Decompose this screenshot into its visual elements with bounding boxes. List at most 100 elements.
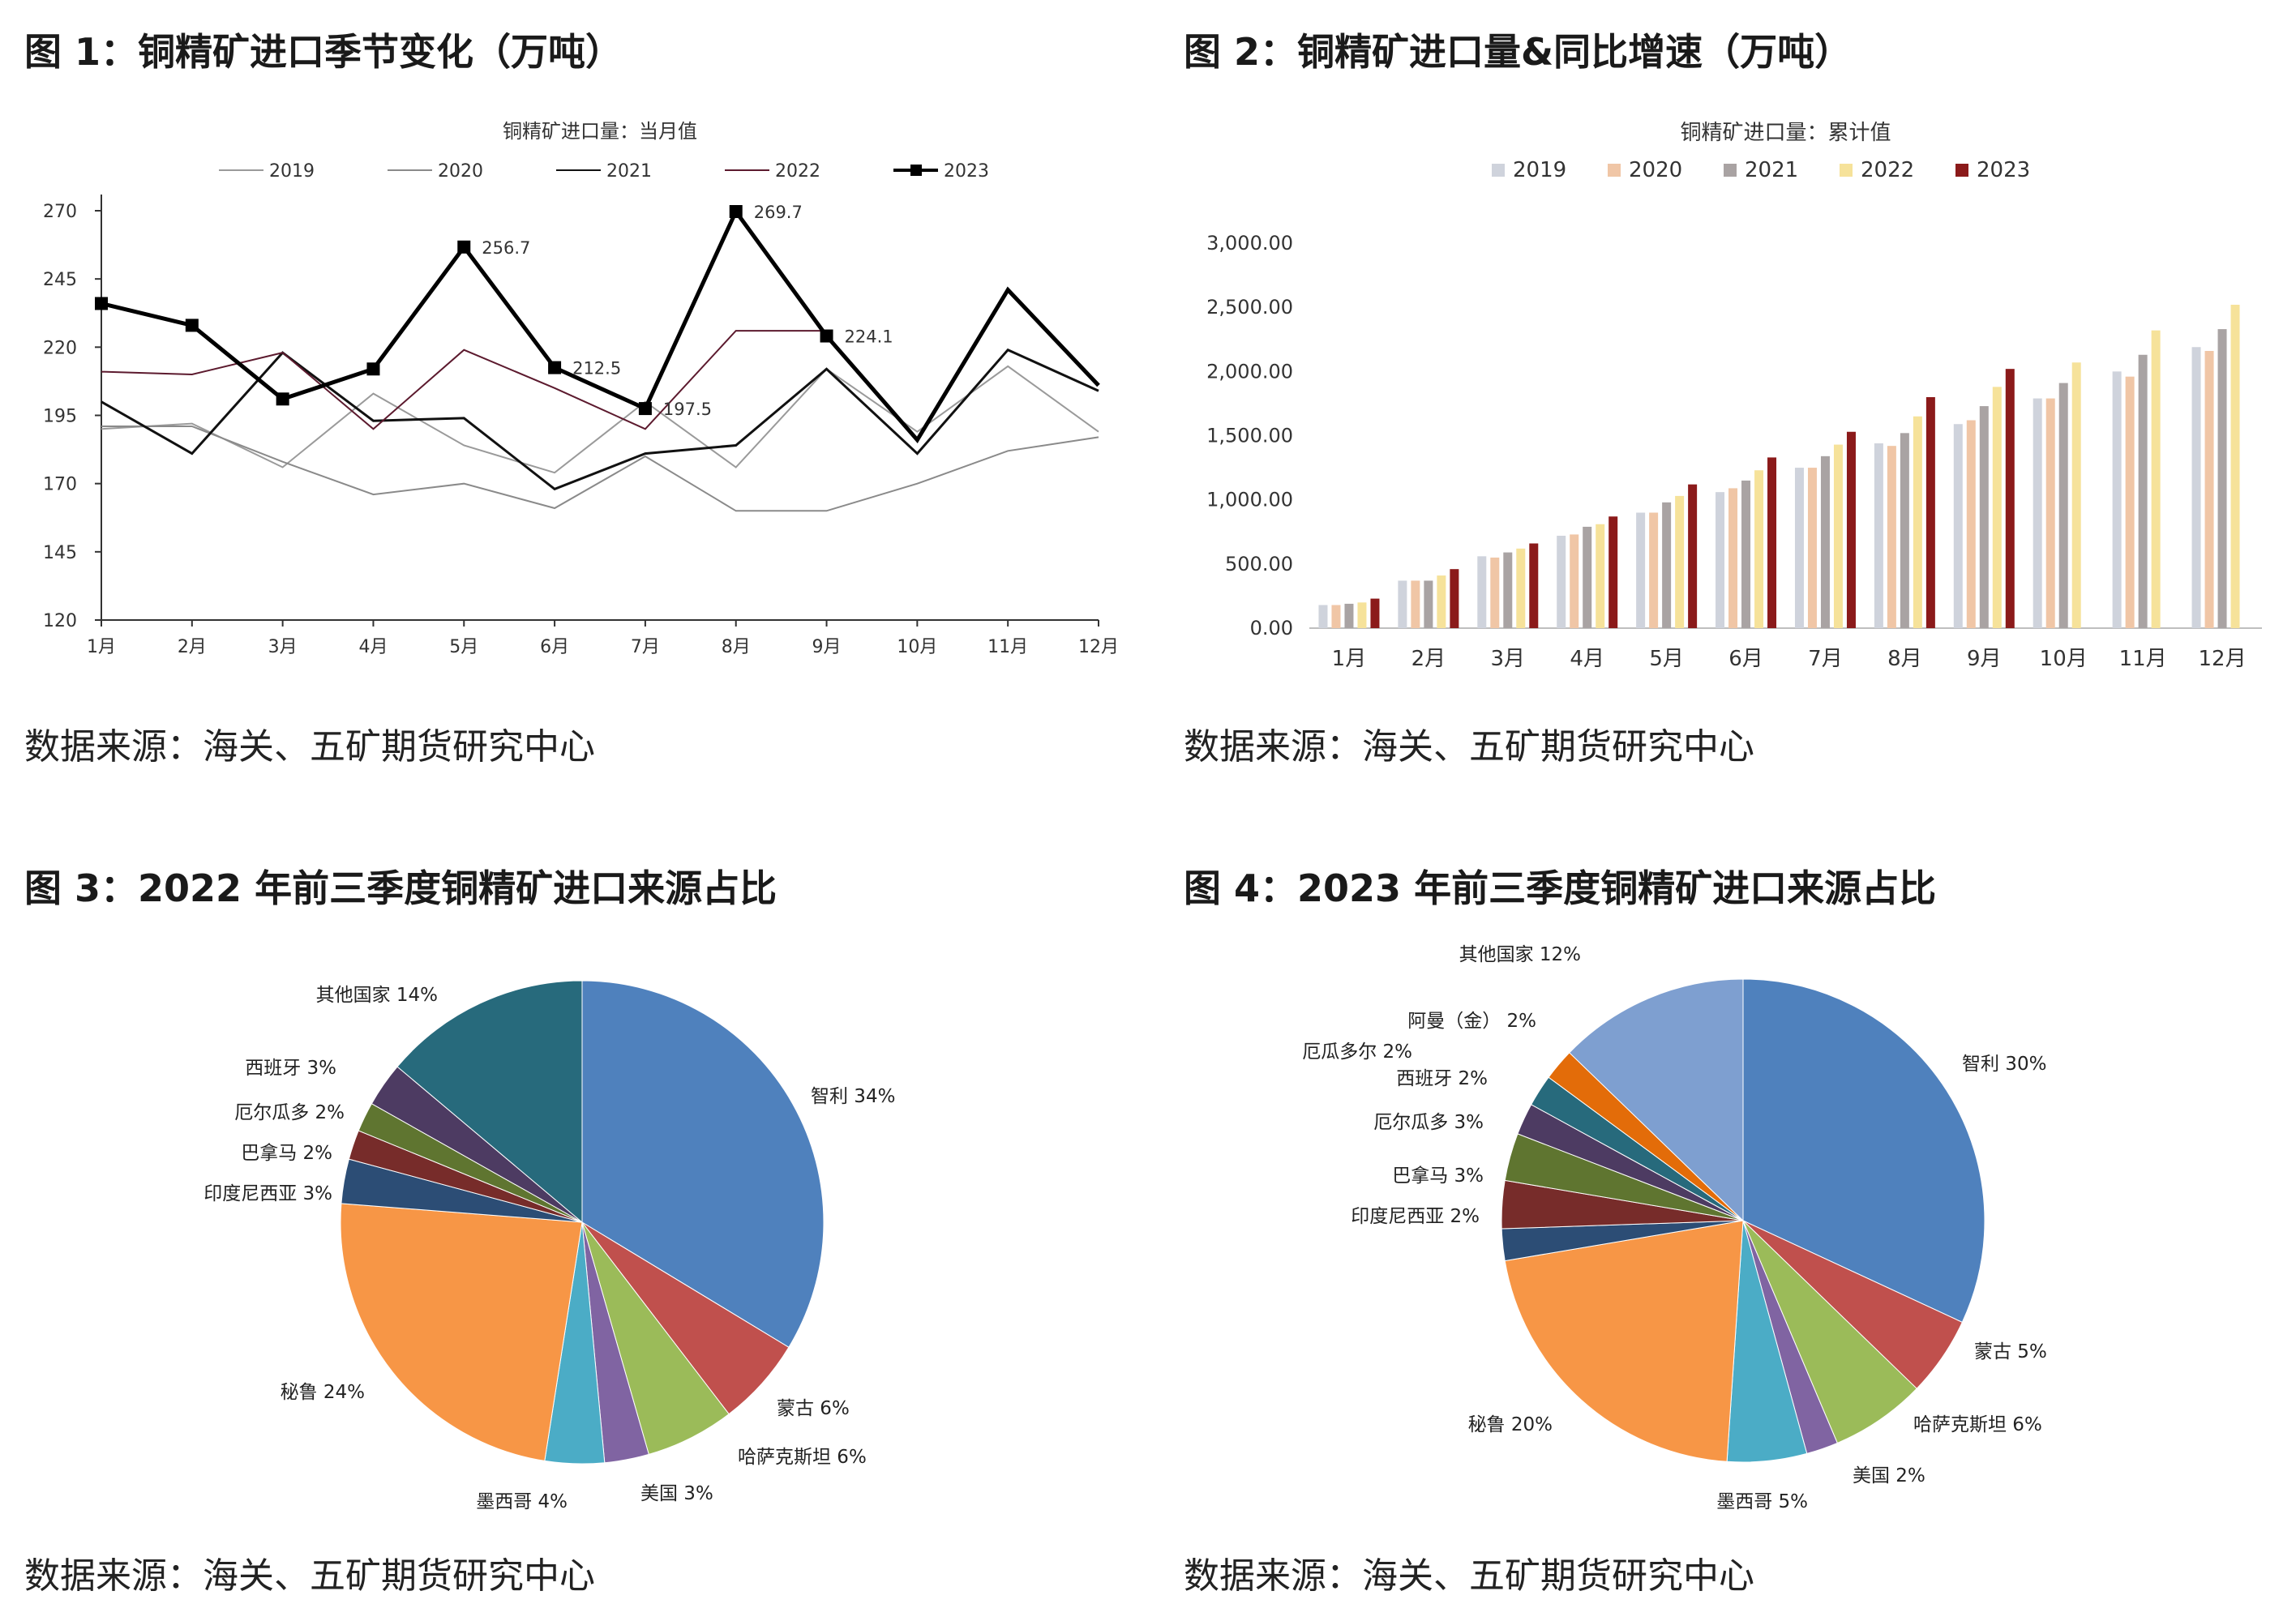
bar-2021 (1900, 433, 1909, 628)
bar-2023 (1529, 543, 1539, 628)
legend-item-2021: 2021 (1724, 158, 1798, 182)
bar-2023 (1846, 431, 1856, 628)
legend-item-2021: 2021 (556, 161, 652, 182)
bar-2020 (1966, 420, 1976, 628)
bar-2020 (1807, 468, 1817, 628)
pie-2023-slice-label-9: 西班牙 2% (1396, 1068, 1488, 1089)
data-point-2023 (729, 205, 743, 219)
pie-2023-slice-label-7: 巴拿马 3% (1392, 1165, 1484, 1187)
bar-2021 (1979, 406, 1989, 628)
x-tick-label: 6月 (540, 637, 569, 657)
legend-label-2023: 2023 (944, 161, 989, 182)
y-tick-label: 2,500.00 (1206, 296, 1293, 319)
legend-marker-2023 (910, 165, 922, 176)
bar-2020 (1490, 557, 1500, 628)
bar-2021 (1424, 580, 1433, 628)
x-tick-label: 2月 (1411, 647, 1446, 671)
bar-2019 (1794, 468, 1804, 628)
legend-item-2022: 2022 (725, 161, 820, 182)
series-line-2019 (101, 365, 1099, 474)
legend-swatch-2020 (1608, 164, 1621, 177)
x-tick-label: 12月 (1078, 637, 1119, 657)
y-tick-label: 3,000.00 (1206, 232, 1293, 254)
bar-2020 (1331, 605, 1341, 628)
figure-2-title: 图 2：铜精矿进口量&同比增速（万吨） (1184, 30, 1853, 74)
legend-label-2021: 2021 (606, 161, 652, 182)
x-tick-label: 1月 (87, 637, 116, 657)
y-tick-label: 1,000.00 (1206, 489, 1293, 511)
pie-2023-slice-12 (1569, 978, 1744, 1222)
bar-2020 (2045, 398, 2055, 628)
bar-2022 (1596, 524, 1605, 628)
figure-1-line-chart: 铜精矿进口量：当月值 2019 2020 2021 2022 2023 120 145 170 1… (43, 120, 1119, 657)
legend-label-2019: 2019 (1513, 158, 1566, 182)
figure-4-source: 数据来源：海关、五矿期货研究中心 (1184, 1555, 1754, 1597)
pie-2022-slice-10 (396, 980, 583, 1224)
legend-swatch-2021 (1724, 164, 1737, 177)
bar-2019 (1874, 443, 1883, 628)
legend-label-2020: 2020 (1629, 158, 1682, 182)
pie-2022-slice-label-1: 蒙古 6% (777, 1398, 850, 1419)
x-tick-label: 8月 (1887, 647, 1922, 671)
bar-2020 (1887, 446, 1896, 628)
bar-2021 (1583, 526, 1592, 628)
bar-2022 (2071, 362, 2081, 628)
legend-item-2019: 2019 (1492, 158, 1566, 182)
bar-2023 (1370, 598, 1380, 628)
pie-2022-slice-label-0: 智利 34% (811, 1086, 895, 1107)
bar-2019 (1318, 605, 1328, 628)
bar-2020 (1649, 512, 1659, 628)
y-tick-label: 2,000.00 (1206, 360, 1293, 383)
x-tick-label: 9月 (1967, 647, 2002, 671)
y-tick-label: 195 (43, 407, 77, 427)
x-tick-label: 10月 (2040, 647, 2088, 671)
y-tick-label: 0.00 (1250, 617, 1293, 639)
pie-2023-slice-5 (1504, 1220, 1744, 1462)
legend-item-2023: 2023 (1955, 158, 2030, 182)
legend-label-2022: 2022 (775, 161, 820, 182)
x-tick-label: 7月 (1808, 647, 1843, 671)
bar-2020 (2204, 351, 2214, 628)
bar-2021 (1741, 480, 1751, 628)
bar-2019 (2033, 398, 2042, 628)
data-point-2023 (366, 362, 380, 376)
data-point-2023 (95, 297, 108, 310)
figure-4-title: 图 4：2023 年前三季度铜精矿进口来源占比 (1184, 866, 1937, 910)
data-point-2023 (185, 319, 199, 332)
pie-2023-slice-label-10: 厄瓜多尔 2% (1302, 1041, 1412, 1063)
data-label: 197.5 (663, 400, 712, 419)
bar-2023 (1925, 397, 1935, 628)
pie-2023-slice-label-1: 蒙古 5% (1974, 1341, 2047, 1362)
y-tick-label: 170 (43, 475, 77, 495)
series-line-2020 (101, 426, 1099, 512)
bar-2023 (1688, 484, 1698, 628)
bar-2022 (1992, 387, 2002, 628)
legend-label-2021: 2021 (1745, 158, 1798, 182)
bar-2023 (2005, 369, 2015, 628)
y-tick-label: 120 (43, 611, 77, 631)
legend-item-2020: 2020 (388, 161, 483, 182)
bar-2022 (1675, 495, 1685, 628)
y-tick-label: 220 (43, 338, 77, 358)
pie-2022-slice-5 (340, 1203, 583, 1461)
legend-label-2019: 2019 (269, 161, 315, 182)
legend-label-2022: 2022 (1861, 158, 1914, 182)
pie-2022-slice-label-6: 印度尼西亚 3% (203, 1183, 332, 1204)
x-tick-label: 12月 (2198, 647, 2246, 671)
bar-2019 (1636, 512, 1646, 628)
legend-swatch-2019 (1492, 164, 1505, 177)
y-tick-label: 270 (43, 202, 77, 222)
bar-2022 (1833, 444, 1843, 628)
pie-2023-slice-label-3: 美国 2% (1853, 1465, 1925, 1486)
pie-2022-slice-label-3: 美国 3% (640, 1483, 713, 1504)
bar-2020 (1728, 488, 1738, 628)
bar-2023 (1767, 457, 1777, 628)
y-tick-label: 500.00 (1225, 553, 1293, 575)
series-line-2021 (101, 348, 1099, 491)
bar-2023 (1450, 569, 1459, 628)
series-line-2022 (101, 330, 827, 430)
legend-label-2023: 2023 (1977, 158, 2030, 182)
legend-item-2023: 2023 (893, 161, 989, 182)
bar-2022 (1357, 602, 1367, 628)
pie-2022-slice-label-8: 厄尔瓜多 2% (234, 1102, 345, 1123)
